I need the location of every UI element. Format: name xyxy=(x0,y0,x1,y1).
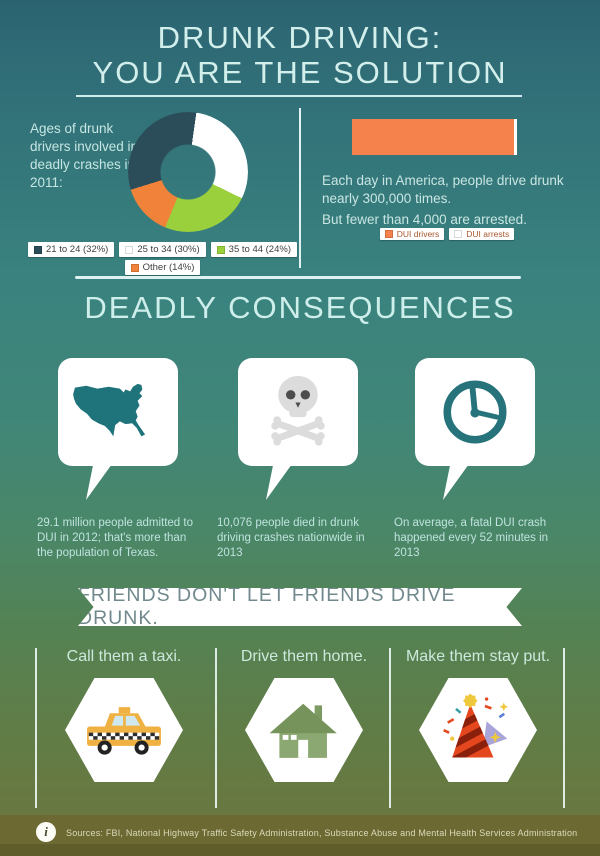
skull-crossbones-icon xyxy=(271,375,325,446)
legend-swatch xyxy=(34,245,43,254)
legend-swatch xyxy=(454,230,463,238)
speech-bubble-tail xyxy=(86,464,112,500)
taxi-icon xyxy=(87,707,161,755)
bar-dui-drivers xyxy=(352,119,514,155)
dui-caption-line2: But fewer than 4,000 are arrested. xyxy=(322,212,527,227)
action-label: Call them a taxi. xyxy=(66,648,182,665)
action-divider xyxy=(215,648,217,808)
legend-item: 25 to 34 (30%) xyxy=(119,242,206,257)
title-underline xyxy=(76,95,522,97)
page-title-line2: YOU ARE THE SOLUTION xyxy=(92,55,508,90)
action-divider xyxy=(563,648,565,808)
legend-label: 25 to 34 (30%) xyxy=(137,244,200,255)
action-item-taxi: Call them a taxi. xyxy=(38,648,210,782)
legend-item: DUI arrests xyxy=(449,228,515,240)
speech-bubble xyxy=(238,358,358,466)
dui-bar-legend: DUI drivers DUI arrests xyxy=(322,228,572,240)
legend-item: Other (14%) xyxy=(124,260,201,275)
hexagon-tile xyxy=(245,678,363,782)
hexagon-tile xyxy=(419,678,537,782)
consequence-text: 29.1 million people admitted to DUI in 2… xyxy=(37,517,193,559)
friends-banner-text: FRIENDS DON'T LET FRIENDS DRIVE DRUNK. xyxy=(78,584,456,629)
clock-icon xyxy=(443,380,507,444)
speech-bubble xyxy=(415,358,535,466)
legend-label: 35 to 44 (24%) xyxy=(228,244,291,255)
legend-swatch xyxy=(384,230,393,238)
consequences-heading: DEADLY CONSEQUENCES xyxy=(84,290,516,325)
action-item-home: Drive them home. xyxy=(218,648,390,782)
legend-item: 35 to 44 (24%) xyxy=(210,242,297,257)
age-chart-legend-row1: 21 to 24 (32%) 25 to 34 (30%) 35 to 44 (… xyxy=(28,242,297,257)
consequence-text: 10,076 people died in drunk driving cras… xyxy=(217,517,365,559)
friends-banner-ribbon: FRIENDS DON'T LET FRIENDS DRIVE DRUNK. xyxy=(78,588,522,626)
legend-swatch xyxy=(216,245,225,254)
sources-text: Sources: FBI, National Highway Traffic S… xyxy=(66,828,578,838)
legend-label: DUI arrests xyxy=(466,229,510,239)
consequence-item-deaths: 10,076 people died in drunk driving cras… xyxy=(208,358,388,561)
dui-bar-chart xyxy=(352,119,517,155)
legend-item: 21 to 24 (32%) xyxy=(28,242,115,257)
action-label: Make them stay put. xyxy=(405,648,551,665)
age-chart-caption: Ages of drunk drivers involved in deadly… xyxy=(30,121,139,190)
action-label: Drive them home. xyxy=(240,648,368,665)
age-chart-legend-row2: Other (14%) xyxy=(30,260,295,275)
dui-caption-line1: Each day in America, people drive drunk … xyxy=(322,173,564,206)
speech-bubble-tail xyxy=(443,464,469,500)
info-icon-glyph: i xyxy=(44,824,48,839)
hexagon-tile xyxy=(65,678,183,782)
info-icon: i xyxy=(36,822,56,842)
bar-dui-arrests xyxy=(514,119,517,155)
house-icon xyxy=(269,703,337,758)
section-divider xyxy=(75,276,521,279)
party-hat-icon xyxy=(443,693,509,758)
consequence-text: On average, a fatal DUI crash happened e… xyxy=(394,517,549,559)
legend-label: 21 to 24 (32%) xyxy=(46,244,109,255)
age-donut-chart xyxy=(128,112,248,232)
legend-swatch xyxy=(130,263,139,272)
action-divider xyxy=(389,648,391,808)
action-divider xyxy=(35,648,37,808)
consequence-item-dui-admissions: 29.1 million people admitted to DUI in 2… xyxy=(28,358,208,561)
stats-vertical-divider xyxy=(299,108,301,268)
page-title-line1: DRUNK DRIVING: xyxy=(157,20,443,55)
action-item-stay: Make them stay put. xyxy=(392,648,564,782)
legend-item: DUI drivers xyxy=(379,228,445,240)
footer-bar-bottom xyxy=(0,844,600,856)
page-title: DRUNK DRIVING: YOU ARE THE SOLUTION xyxy=(0,20,600,90)
speech-bubble xyxy=(58,358,178,466)
usa-map-icon xyxy=(73,383,146,437)
legend-label: DUI drivers xyxy=(396,229,440,239)
legend-swatch xyxy=(125,245,134,254)
consequence-item-frequency: On average, a fatal DUI crash happened e… xyxy=(385,358,565,561)
speech-bubble-tail xyxy=(266,464,292,500)
legend-label: Other (14%) xyxy=(142,262,195,273)
